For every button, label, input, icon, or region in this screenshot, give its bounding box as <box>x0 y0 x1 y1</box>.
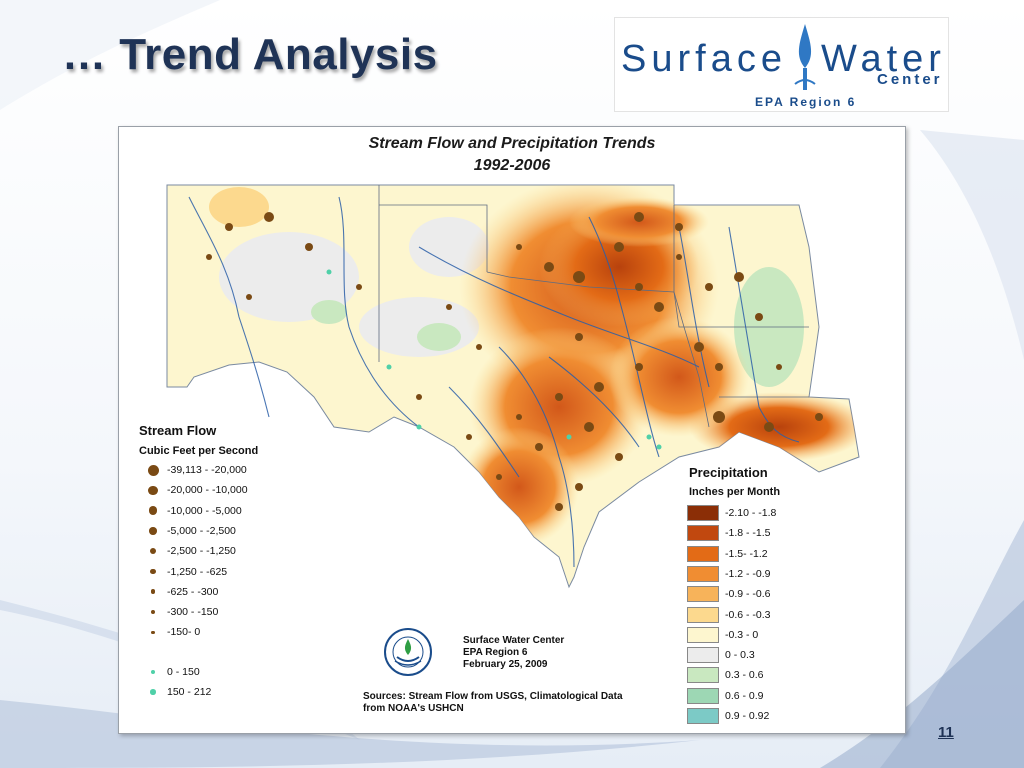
precipitation-swatch <box>687 505 719 521</box>
stream-flow-dot-icon <box>151 630 155 634</box>
precipitation-swatch <box>687 708 719 724</box>
logo-word-water: Water <box>821 38 946 80</box>
precipitation-legend-item: 0.9 - 0.92 <box>687 708 769 724</box>
precipitation-legend-item: -0.9 - -0.6 <box>687 586 771 603</box>
precipitation-legend-label: 0.9 - 0.92 <box>725 710 770 722</box>
stream-flow-legend-item: -300 - -150 <box>147 606 218 618</box>
surface-water-center-logo: Surface Water Center EPA Region 6 <box>614 17 949 112</box>
stream-flow-dot-icon <box>150 589 156 595</box>
stream-flow-legend-label: -2,500 - -1,250 <box>167 545 236 558</box>
page-number[interactable]: 11 <box>938 724 954 741</box>
precipitation-legend-label: -1.2 - -0.9 <box>725 567 771 580</box>
epa-seal-icon <box>384 628 432 676</box>
precipitation-swatch <box>687 667 719 684</box>
stream-flow-legend-label: -150- 0 <box>166 626 201 639</box>
stream-flow-legend-item: -1,250 - -625 <box>147 566 227 578</box>
stream-flow-legend-label: -625 - -300 <box>166 585 219 598</box>
precipitation-swatch <box>687 525 719 542</box>
stream-flow-legend-item: -5,000 - -2,500 <box>147 525 236 537</box>
stream-flow-dot-icon <box>150 689 156 695</box>
stream-flow-legend-title: Stream Flow <box>139 423 217 438</box>
precipitation-legend-label: -2.10 - -1.8 <box>725 507 777 519</box>
precipitation-swatch <box>687 586 719 603</box>
stream-flow-legend-label: -5,000 - -2,500 <box>167 524 236 537</box>
precipitation-legend-label: -0.6 - -0.3 <box>725 608 771 621</box>
water-drop-icon <box>794 24 816 90</box>
precipitation-legend-label: -1.5- -1.2 <box>725 547 768 560</box>
precipitation-swatch <box>687 626 719 643</box>
stream-flow-legend-units: Cubic Feet per Second <box>139 445 259 457</box>
stream-flow-dot-icon <box>149 527 157 535</box>
region6-map <box>166 184 860 589</box>
stream-flow-legend-item: 0 - 150 <box>147 666 200 678</box>
stream-flow-dot-icon <box>151 610 155 615</box>
precipitation-legend-item: 0.6 - 0.9 <box>687 687 764 704</box>
credit-date: February 25, 2009 <box>463 659 548 670</box>
stream-flow-legend-item: -150- 0 <box>147 626 200 638</box>
stream-flow-legend-label: 0 - 150 <box>167 666 200 678</box>
credit-region: EPA Region 6 <box>463 647 528 658</box>
precipitation-legend-item: -2.10 - -1.8 <box>687 505 776 521</box>
logo-region: EPA Region 6 <box>755 95 857 109</box>
precipitation-swatch <box>687 687 719 704</box>
slide-title: … Trend Analysis <box>62 30 438 79</box>
precipitation-legend-item: 0.3 - 0.6 <box>687 667 764 684</box>
stream-flow-legend-label: -20,000 - -10,000 <box>167 484 248 497</box>
precipitation-swatch <box>687 606 719 623</box>
credit-sources: Sources: Stream Flow from USGS, Climatol… <box>363 691 623 714</box>
stream-flow-legend-item: 150 - 212 <box>147 686 211 698</box>
stream-flow-dot-icon <box>149 547 157 555</box>
stream-flow-legend-item: -39,113 - -20,000 <box>147 464 247 476</box>
stream-flow-legend-label: 150 - 212 <box>167 686 212 698</box>
precipitation-legend-item: -0.6 - -0.3 <box>687 606 771 623</box>
trend-map-figure: Stream Flow and Precipitation Trends 199… <box>118 126 906 734</box>
stream-flow-dot-icon <box>150 568 156 575</box>
stream-flow-legend-item: -625 - -300 <box>147 586 218 598</box>
precipitation-legend-label: -1.8 - -1.5 <box>725 527 771 540</box>
precipitation-legend-item: -0.3 - 0 <box>687 626 759 643</box>
precipitation-legend-item: -1.2 - -0.9 <box>687 565 771 582</box>
precipitation-legend-label: -0.3 - 0 <box>725 628 759 641</box>
precipitation-legend-item: -1.8 - -1.5 <box>687 525 771 542</box>
stream-flow-dot-icon <box>148 506 158 515</box>
stream-flow-legend-item: -10,000 - -5,000 <box>147 505 242 517</box>
precipitation-legend-label: -0.9 - -0.6 <box>725 588 771 601</box>
precipitation-legend-label: 0.3 - 0.6 <box>725 669 764 682</box>
precipitation-legend-label: 0.6 - 0.9 <box>725 689 764 702</box>
stream-flow-dot-icon <box>151 670 155 674</box>
precipitation-legend-item: 0 - 0.3 <box>687 647 755 664</box>
stream-flow-dot-icon <box>147 464 159 476</box>
stream-flow-legend-label: -10,000 - -5,000 <box>167 504 242 517</box>
stream-flow-legend-item: -20,000 - -10,000 <box>147 484 248 496</box>
credit-org: Surface Water Center <box>463 635 565 646</box>
stream-flow-legend-label: -1,250 - -625 <box>167 565 228 578</box>
precipitation-legend-item: -1.5- -1.2 <box>687 545 768 562</box>
precipitation-legend-label: 0 - 0.3 <box>725 649 755 662</box>
map-subtitle-years: 1992-2006 <box>473 157 551 174</box>
precipitation-legend-title: Precipitation <box>689 465 768 480</box>
map-title: Stream Flow and Precipitation Trends <box>368 135 656 152</box>
stream-flow-legend-label: -300 - -150 <box>167 606 219 619</box>
stream-flow-legend-label: -39,113 - -20,000 <box>167 464 247 476</box>
precipitation-legend-units: Inches per Month <box>689 486 781 498</box>
precipitation-swatch <box>687 647 719 664</box>
logo-center: Center <box>877 71 943 88</box>
stream-flow-legend-item: -2,500 - -1,250 <box>147 545 236 557</box>
stream-flow-dot-icon <box>148 485 158 496</box>
precipitation-swatch <box>687 545 719 562</box>
precipitation-swatch <box>687 565 719 582</box>
logo-word-surface: Surface <box>621 38 787 80</box>
